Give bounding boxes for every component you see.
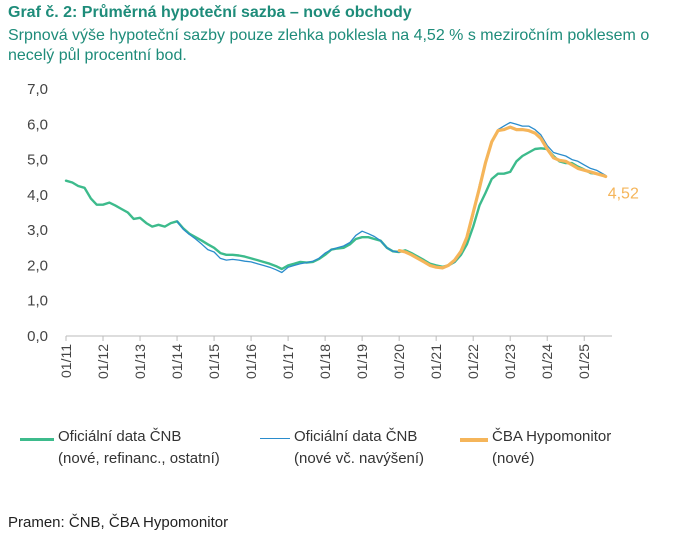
source-note: Pramen: ČNB, ČBA Hypomonitor [8, 514, 229, 531]
legend-label: Oficiální data ČNB [58, 428, 182, 445]
series-layer [64, 121, 608, 274]
x-tick-label: 01/25 [576, 344, 592, 379]
y-tick-label: 2,0 [27, 257, 48, 274]
legend-item-cnb-new: Oficiální data ČNB (nové vč. navýšení) [294, 426, 424, 470]
line-chart: 0,0 1,0 2,0 3,0 4,0 5,0 6,0 7,0 01/11 01/12 01/13… [27, 81, 639, 379]
x-tick-label: 01/11 [58, 344, 74, 378]
end-value-label: 4,52 [608, 186, 639, 203]
x-tick-label: 01/17 [280, 344, 296, 379]
x-tick-label: 01/12 [95, 344, 111, 379]
legend-swatch-cnb-new [260, 438, 290, 439]
legend-item-hypomonitor: ČBA Hypomonitor (nové) [492, 426, 611, 470]
x-tick-label: 01/21 [428, 344, 444, 379]
x-tick-label: 01/22 [465, 344, 481, 379]
x-tick-label: 01/14 [169, 344, 185, 379]
y-tick-label: 0,0 [27, 328, 48, 345]
y-tick-label: 4,0 [27, 187, 48, 204]
legend-item-cnb-total: Oficiální data ČNB (nové, refinanc., ost… [58, 426, 220, 470]
y-tick-label: 3,0 [27, 222, 48, 239]
legend-label: ČBA Hypomonitor [492, 428, 612, 445]
legend-label: Oficiální data ČNB [294, 428, 418, 445]
x-tick-label: 01/15 [206, 344, 222, 379]
legend-swatch-cnb-total [20, 438, 54, 441]
y-tick-label: 6,0 [27, 116, 48, 133]
series-line-cnb-total [64, 147, 607, 271]
series-line-hypomonitor [397, 125, 608, 270]
legend: Oficiální data ČNB (nové, refinanc., ost… [20, 426, 660, 476]
y-tick-label: 1,0 [27, 293, 48, 310]
x-tick-label: 01/18 [317, 344, 333, 379]
x-tick-label: 01/16 [243, 344, 259, 379]
series-line-cnb-new [176, 121, 607, 274]
chart-subtitle: Srpnová výše hypoteční sazby pouze zlehk… [8, 27, 650, 64]
legend-sublabel: (nové) [492, 450, 535, 467]
x-tick-label: 01/23 [502, 344, 518, 379]
legend-sublabel: (nové vč. navýšení) [294, 450, 425, 467]
legend-swatch-hypomonitor [460, 438, 488, 442]
y-axis: 0,0 1,0 2,0 3,0 4,0 5,0 6,0 7,0 [27, 81, 48, 345]
y-tick-label: 7,0 [27, 81, 48, 98]
legend-sublabel: (nové, refinanc., ostatní) [58, 450, 220, 467]
chart-title: Graf č. 2: Průměrná hypoteční sazba – no… [8, 4, 412, 21]
x-tick-label: 01/20 [391, 344, 407, 379]
x-tick-label: 01/13 [132, 344, 148, 379]
x-axis: 01/11 01/12 01/13 01/14 01/15 01/16 01/17 01/18… [58, 335, 612, 379]
y-tick-label: 5,0 [27, 152, 48, 169]
x-tick-label: 01/19 [354, 344, 370, 379]
x-tick-label: 01/24 [539, 344, 555, 379]
